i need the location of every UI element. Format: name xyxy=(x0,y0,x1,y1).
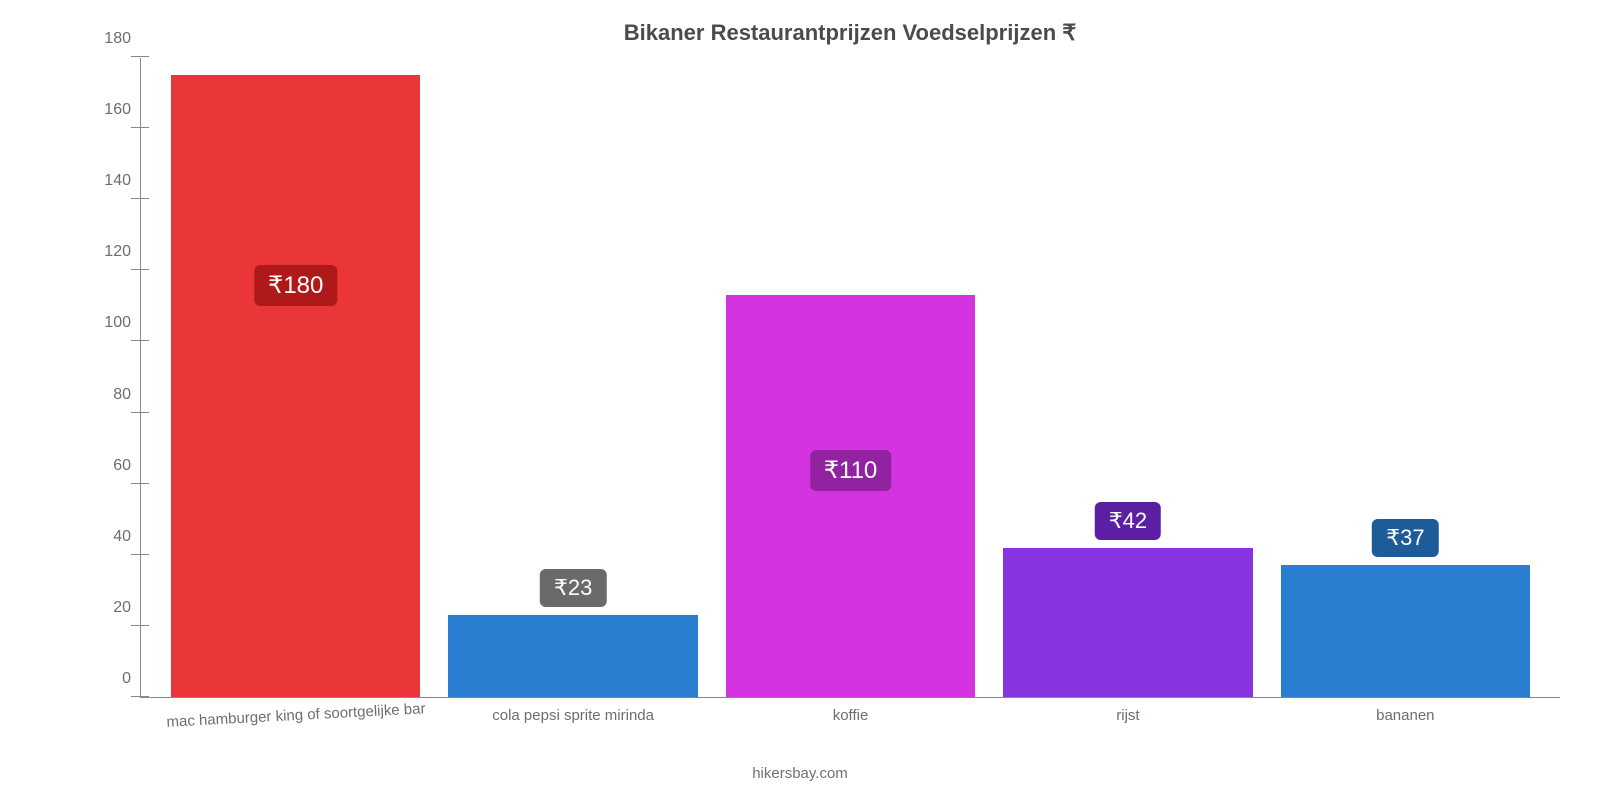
bar xyxy=(1281,565,1530,697)
ytick-inner xyxy=(141,696,149,697)
xtick-label: koffie xyxy=(833,707,869,724)
bar xyxy=(448,615,697,697)
ytick xyxy=(131,625,141,626)
ytick-label: 20 xyxy=(86,599,131,617)
bar-slot: ₹37bananen xyxy=(1281,58,1530,697)
ytick xyxy=(131,56,141,57)
value-badge: ₹23 xyxy=(540,569,606,607)
bar xyxy=(726,295,975,697)
ytick-label: 100 xyxy=(86,314,131,332)
ytick-inner xyxy=(141,56,149,57)
value-badge: ₹110 xyxy=(810,450,892,491)
ytick-label: 40 xyxy=(86,528,131,546)
ytick-inner xyxy=(141,127,149,128)
ytick-label: 0 xyxy=(86,670,131,688)
value-badge: ₹42 xyxy=(1095,502,1161,540)
ytick xyxy=(131,696,141,697)
xtick-label: cola pepsi sprite mirinda xyxy=(492,707,654,724)
ytick xyxy=(131,554,141,555)
ytick-inner xyxy=(141,412,149,413)
ytick-label: 140 xyxy=(86,172,131,190)
ytick-inner xyxy=(141,554,149,555)
ytick xyxy=(131,198,141,199)
chart-title: Bikaner Restaurantprijzen Voedselprijzen… xyxy=(140,20,1560,46)
xtick-label: rijst xyxy=(1116,707,1139,724)
plot-area: ₹180mac hamburger king of soortgelijke b… xyxy=(140,58,1560,698)
bar-slot: ₹180mac hamburger king of soortgelijke b… xyxy=(171,58,420,697)
ytick xyxy=(131,127,141,128)
value-badge: ₹37 xyxy=(1372,519,1438,557)
xtick-label: bananen xyxy=(1376,707,1434,724)
ytick-inner xyxy=(141,625,149,626)
ytick xyxy=(131,412,141,413)
bar xyxy=(1003,548,1252,697)
ytick xyxy=(131,269,141,270)
ytick-label: 160 xyxy=(86,101,131,119)
ytick xyxy=(131,483,141,484)
bar-slot: ₹42rijst xyxy=(1003,58,1252,697)
ytick-label: 180 xyxy=(86,30,131,48)
bars-group: ₹180mac hamburger king of soortgelijke b… xyxy=(141,58,1560,697)
ytick-inner xyxy=(141,198,149,199)
bar-slot: ₹23cola pepsi sprite mirinda xyxy=(448,58,697,697)
ytick-label: 120 xyxy=(86,243,131,261)
ytick-inner xyxy=(141,483,149,484)
value-badge: ₹180 xyxy=(254,265,337,306)
bar-slot: ₹110koffie xyxy=(726,58,975,697)
ytick-label: 60 xyxy=(86,457,131,475)
ytick xyxy=(131,340,141,341)
ytick-inner xyxy=(141,340,149,341)
bar xyxy=(171,75,420,697)
xtick-label: mac hamburger king of soortgelijke bar xyxy=(166,700,426,731)
ytick-label: 80 xyxy=(86,386,131,404)
source-label: hikersbay.com xyxy=(752,765,848,782)
chart-container: Bikaner Restaurantprijzen Voedselprijzen… xyxy=(0,0,1600,800)
ytick-inner xyxy=(141,269,149,270)
